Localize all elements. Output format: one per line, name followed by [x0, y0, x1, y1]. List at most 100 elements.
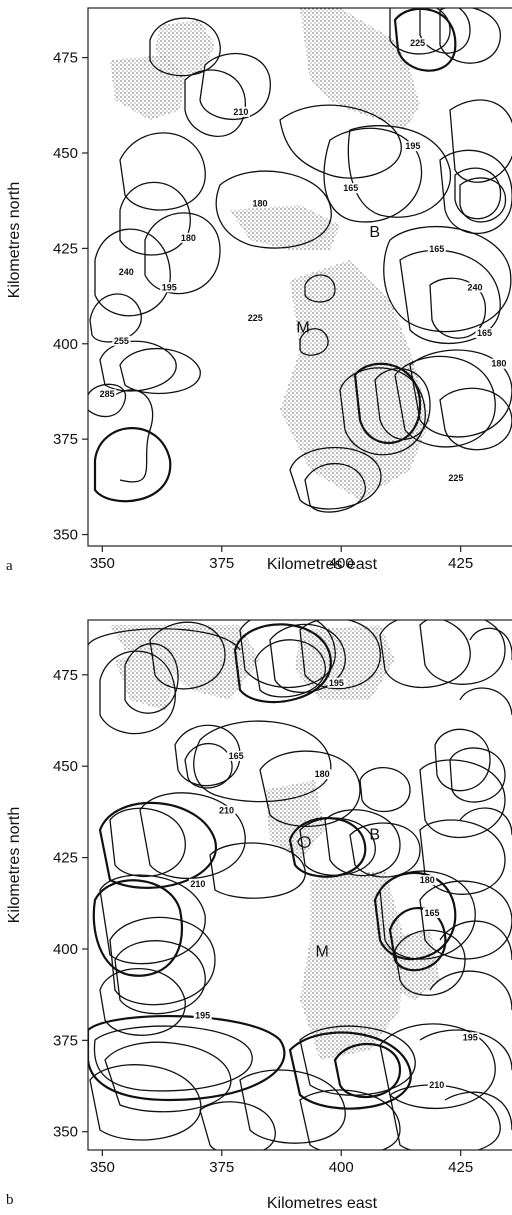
contour-label: 165	[424, 908, 439, 918]
contour-label-backdrop	[418, 875, 437, 886]
contour-label: 240	[467, 282, 482, 292]
contour-label-backdrop	[251, 198, 269, 209]
place-label-b: B	[369, 224, 380, 241]
contour-label-backdrop	[227, 750, 246, 761]
contour-label-backdrop	[188, 878, 207, 889]
stipple-region	[300, 870, 405, 1060]
contour-label-backdrop	[446, 473, 465, 484]
contour-label: 180	[181, 233, 196, 243]
contour-label-backdrop	[466, 282, 484, 293]
contour-label-backdrop	[489, 358, 508, 369]
place-label-m: M	[315, 943, 328, 960]
stipple-region	[110, 55, 185, 120]
contour-label-backdrop	[461, 1032, 480, 1043]
panel-a-frame	[87, 7, 512, 547]
contour-label: 240	[119, 267, 134, 277]
y-tick-label: 400	[53, 941, 78, 958]
contour-label-backdrop	[179, 232, 198, 243]
contour-label-backdrop	[160, 282, 179, 293]
contour-label: 210	[233, 107, 248, 117]
contour-label: 210	[190, 879, 205, 889]
contour-label: 165	[429, 244, 444, 254]
contour-label: 255	[114, 336, 129, 346]
stipple-region	[230, 205, 340, 250]
stipple-region	[380, 930, 440, 1000]
contour-labels-b: 195 165 180 210 210 180 165 195 195 210	[188, 677, 480, 1090]
contour-label: 165	[343, 183, 358, 193]
contour-label: 210	[429, 1080, 444, 1090]
contour-label-backdrop	[313, 769, 332, 780]
x-tick-label: 350	[90, 555, 115, 572]
y-tick-label: 400	[53, 336, 78, 353]
contour-label-backdrop	[117, 267, 136, 278]
contour-label: 195	[329, 678, 344, 688]
contour-label-backdrop	[341, 183, 360, 194]
x-tick-label: 375	[209, 555, 234, 572]
panel-b-y-axis-title: Kilometres north	[6, 807, 23, 924]
contour-label: 180	[420, 875, 435, 885]
contour-label-backdrop	[427, 244, 446, 255]
contour-label: 195	[405, 141, 420, 151]
place-labels-a: MB	[296, 224, 380, 336]
contour-label: 285	[100, 389, 115, 399]
x-tick-label: 400	[329, 1159, 354, 1176]
y-tick-label: 350	[53, 1124, 78, 1141]
contour-label: 225	[448, 473, 463, 483]
contour-label-backdrop	[408, 38, 427, 49]
y-tick-label: 475	[53, 50, 78, 67]
panel-a: 225 210 195 180 165 180 165 240 195 240 225 165 255 1…	[6, 7, 512, 574]
contour-label: 165	[229, 751, 244, 761]
contour-label-backdrop	[193, 1010, 212, 1021]
place-label-m: M	[296, 319, 309, 336]
x-tick-label: 350	[90, 1159, 115, 1176]
stipple-region	[300, 8, 420, 130]
panel-b-tag: b	[6, 1192, 14, 1208]
contour-label-backdrop	[217, 805, 236, 816]
contour-label-backdrop	[403, 141, 422, 152]
contour-label: 180	[252, 198, 267, 208]
contour-label: 195	[463, 1032, 478, 1042]
panel-a-plot-area: 225 210 195 180 165 180 165 240 195 240 225 165 255 1…	[88, 8, 512, 513]
contour-label: 165	[477, 328, 492, 338]
contour-label: 180	[315, 769, 330, 779]
contour-label-backdrop	[427, 1079, 446, 1090]
panel-a-y-axis-title: Kilometres north	[6, 182, 23, 299]
panel-a-x-axis-title: Kilometres east	[267, 556, 378, 573]
y-tick-label: 475	[53, 667, 78, 684]
place-labels-b: MB	[315, 826, 380, 960]
y-tick-label: 375	[53, 1032, 78, 1049]
y-tick-label: 450	[53, 758, 78, 775]
contour-label: 225	[248, 313, 263, 323]
contour-label: 195	[195, 1010, 210, 1020]
contour-label-backdrop	[327, 677, 346, 688]
y-tick-label: 425	[53, 240, 78, 257]
contour-label-backdrop	[423, 908, 441, 919]
contour-label-backdrop	[98, 389, 117, 400]
panel-b-x-axis-title: Kilometres east	[267, 1195, 378, 1212]
y-tick-label: 425	[53, 850, 78, 867]
y-tick-label: 375	[53, 431, 78, 448]
contour-labels-a: 225 210 195 180 165 180 165 240 195 240 225 165 255 1…	[98, 38, 508, 484]
contour-label-backdrop	[246, 312, 265, 323]
contour-label-backdrop	[231, 106, 250, 117]
contour-label-backdrop	[475, 328, 494, 339]
panel-a-axes: 350 375 400 425 350 375 400 425 450 475	[53, 50, 473, 572]
contour-label: 195	[162, 282, 177, 292]
panel-b-frame	[87, 619, 512, 1151]
panel-b-axes: 350 375 400 425 350 375 400 425 450 475	[53, 667, 473, 1176]
x-tick-label: 425	[448, 555, 473, 572]
x-tick-label: 425	[448, 1159, 473, 1176]
contour-label: 225	[410, 38, 425, 48]
contour-label: 180	[491, 359, 506, 369]
panel-a-tag: a	[6, 558, 13, 574]
x-tick-label: 400	[329, 555, 354, 572]
contour-label-backdrop	[112, 335, 131, 346]
contour-label: 210	[219, 806, 234, 816]
y-tick-label: 450	[53, 145, 78, 162]
place-label-b: B	[369, 826, 380, 843]
x-tick-label: 375	[209, 1159, 234, 1176]
y-tick-label: 350	[53, 527, 78, 544]
